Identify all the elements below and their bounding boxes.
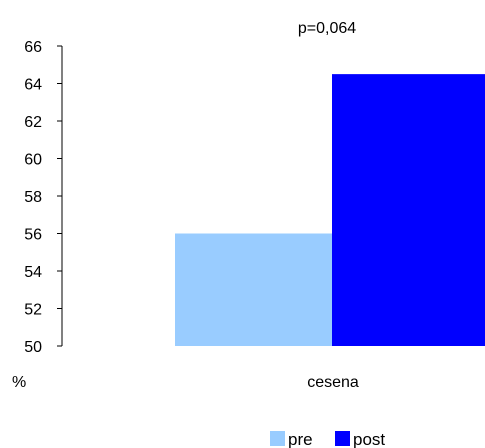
y-tick-label: 56 — [24, 227, 42, 244]
y-tick-label: 52 — [24, 302, 42, 319]
bar-pre — [175, 233, 332, 346]
category-label: cesena — [307, 374, 359, 391]
y-tick-label: 54 — [24, 264, 42, 281]
y-tick-label: 58 — [24, 189, 42, 206]
legend-label-post: post — [353, 430, 385, 448]
y-tick-label: 64 — [24, 77, 42, 94]
legend-swatch-pre — [270, 431, 285, 446]
y-axis-ticks: 50 52 54 56 58 60 62 64 66 — [24, 39, 62, 356]
y-tick-label: 60 — [24, 152, 42, 169]
bar-post — [332, 74, 485, 346]
y-tick-label: 50 — [24, 339, 42, 356]
legend: pre post — [270, 430, 385, 448]
y-tick-label: 66 — [24, 39, 42, 56]
y-unit-label: % — [12, 374, 26, 391]
legend-label-pre: pre — [288, 430, 313, 448]
legend-swatch-post — [335, 431, 350, 446]
chart-title: p=0,064 — [298, 20, 356, 37]
y-tick-label: 62 — [24, 114, 42, 131]
bars-group — [175, 74, 485, 346]
